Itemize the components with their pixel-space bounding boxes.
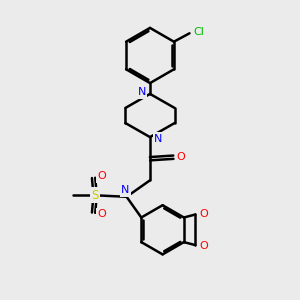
Text: O: O [199, 241, 208, 251]
Text: O: O [176, 152, 185, 162]
Text: S: S [92, 189, 99, 202]
Text: N: N [154, 134, 163, 144]
Text: Cl: Cl [194, 27, 205, 37]
Text: N: N [121, 185, 129, 195]
Text: N: N [137, 87, 146, 98]
Text: O: O [98, 171, 106, 182]
Text: O: O [98, 209, 106, 219]
Text: O: O [199, 209, 208, 219]
